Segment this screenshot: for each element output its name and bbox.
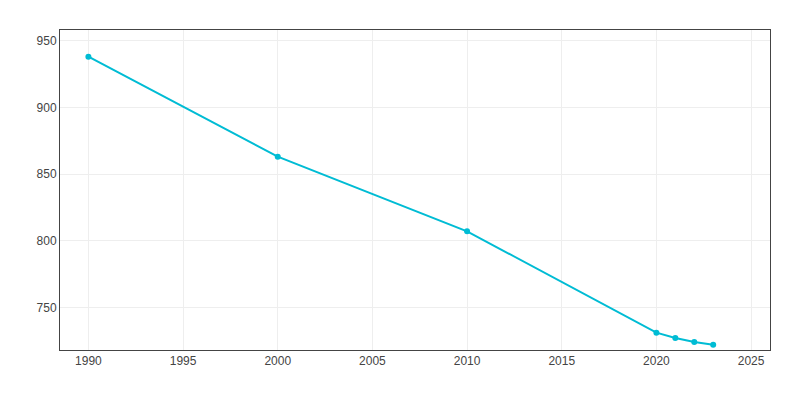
svg-text:800: 800 [37,234,57,248]
svg-text:2020: 2020 [643,354,670,368]
svg-text:2010: 2010 [454,354,481,368]
svg-text:2025: 2025 [738,354,765,368]
svg-text:2015: 2015 [548,354,575,368]
svg-text:1990: 1990 [75,354,102,368]
svg-text:900: 900 [37,101,57,115]
svg-text:850: 850 [37,167,57,181]
svg-text:1995: 1995 [170,354,197,368]
svg-text:950: 950 [37,34,57,48]
svg-text:2005: 2005 [359,354,386,368]
svg-text:750: 750 [37,301,57,315]
svg-text:2000: 2000 [264,354,291,368]
